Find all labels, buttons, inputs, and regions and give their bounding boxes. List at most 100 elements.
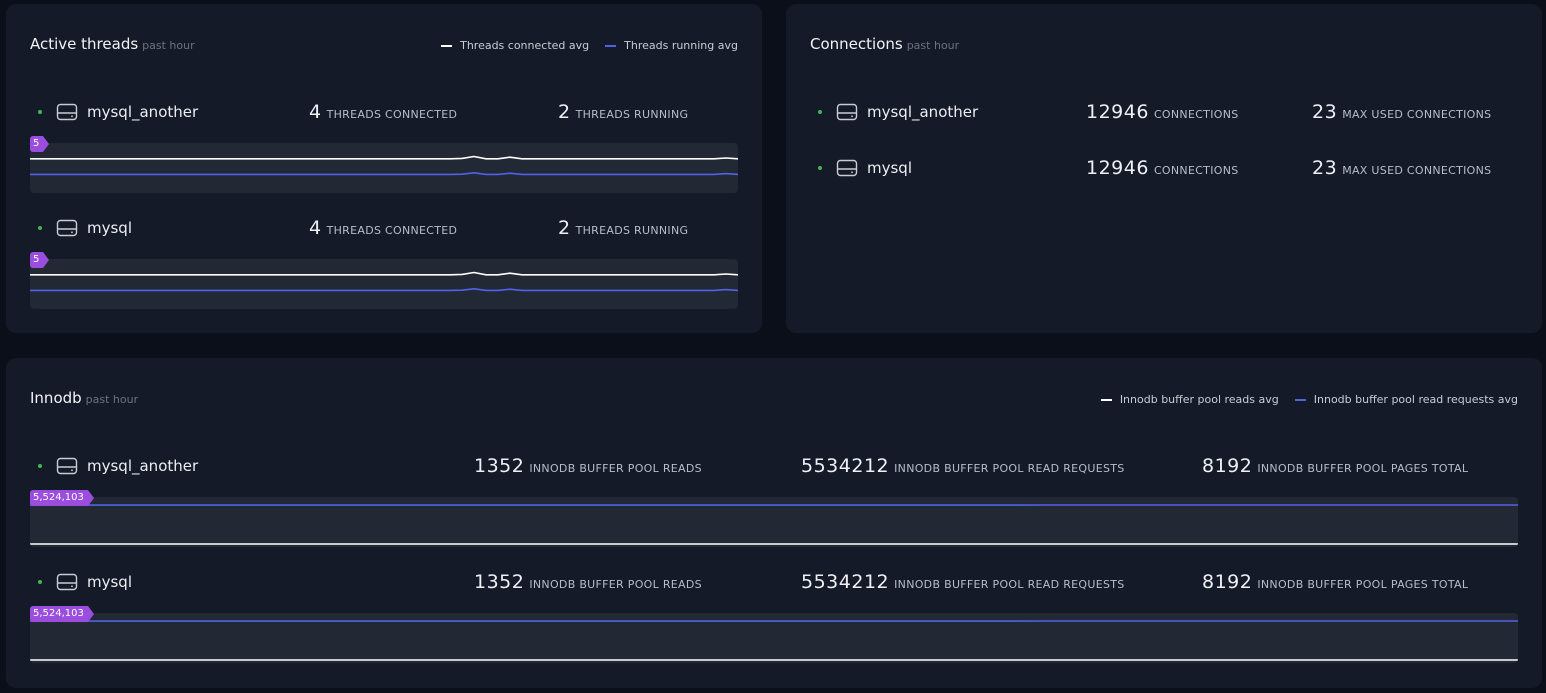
instance-name[interactable]: mysql — [87, 219, 132, 237]
metric-label: MAX USED CONNECTIONS — [1342, 164, 1492, 177]
metric-value: 8192 — [1202, 571, 1253, 593]
status-dot-icon — [38, 226, 42, 230]
max-value-badge: 5,524,103 — [30, 490, 94, 506]
legend-label: Innodb buffer pool read requests avg — [1313, 393, 1518, 406]
status-dot-icon — [818, 110, 822, 114]
sparkline-svg — [30, 155, 738, 176]
metric-value: 12946 — [1086, 157, 1149, 179]
innodb-card: Innodb past hour Innodb buffer pool reads… — [6, 358, 1542, 688]
status-dot-icon — [38, 110, 42, 114]
threads-sparkline[interactable] — [30, 259, 738, 309]
legend-swatch-white — [441, 44, 453, 47]
buffer-pool-read-requests-metric: 5534212 INNODB BUFFER POOL READ REQUESTS — [801, 571, 1125, 593]
instance-row-mysql-another[interactable]: mysql_another — [30, 454, 198, 478]
metric-label: THREADS CONNECTED — [326, 108, 458, 121]
sparkline-series-series-running — [30, 288, 738, 292]
instance-row-mysql[interactable]: mysql — [30, 570, 132, 594]
connections-title: Connections past hour — [810, 35, 959, 53]
sparkline-series-series-connected — [30, 155, 738, 160]
metric-label: THREADS CONNECTED — [326, 224, 458, 237]
connections-metric: 12946 CONNECTIONS — [1086, 157, 1239, 179]
sparkline-series-series-connected — [30, 271, 738, 276]
metric-value: 4 — [309, 101, 322, 123]
metric-value: 12946 — [1086, 101, 1149, 123]
innodb-sparkline[interactable] — [30, 613, 1518, 663]
card-title-text: Active threads — [30, 35, 139, 53]
connections-card: Connections past hour mysql_another 12946… — [786, 4, 1542, 333]
card-subtitle: past hour — [906, 39, 960, 52]
metric-label: THREADS RUNNING — [575, 224, 689, 237]
innodb-sparkline[interactable] — [30, 497, 1518, 547]
metric-value: 5534212 — [801, 455, 890, 477]
metric-value: 4 — [309, 217, 322, 239]
metric-label: INNODB BUFFER POOL PAGES TOTAL — [1257, 578, 1469, 591]
sparkline-svg — [30, 504, 1518, 545]
metric-value: 23 — [1312, 157, 1338, 179]
active-threads-card: Active threads past hour Threads connecte… — [6, 4, 762, 333]
innodb-legend: Innodb buffer pool reads avg Innodb buff… — [1100, 393, 1518, 406]
max-used-connections-metric: 23 MAX USED CONNECTIONS — [1312, 101, 1491, 123]
active-threads-legend: Threads connected avg Threads running av… — [441, 39, 738, 52]
status-dot-icon — [38, 580, 42, 584]
instance-name[interactable]: mysql — [867, 159, 912, 177]
sparkline-svg — [30, 271, 738, 292]
connections-metric: 12946 CONNECTIONS — [1086, 101, 1239, 123]
database-server-icon — [56, 219, 78, 237]
legend-label: Threads connected avg — [460, 39, 590, 52]
metric-label: CONNECTIONS — [1153, 108, 1239, 121]
sparkline-series-series-running — [30, 172, 738, 176]
buffer-pool-reads-metric: 1352 INNODB BUFFER POOL READS — [474, 455, 702, 477]
database-server-icon — [836, 103, 858, 121]
instance-name[interactable]: mysql — [87, 573, 132, 591]
legend-item-connected[interactable]: Threads connected avg — [441, 39, 589, 52]
legend-swatch-white — [1100, 398, 1112, 401]
database-server-icon — [56, 573, 78, 591]
instance-name[interactable]: mysql_another — [87, 103, 199, 121]
metric-value: 8192 — [1202, 455, 1253, 477]
legend-item-reads[interactable]: Innodb buffer pool reads avg — [1100, 393, 1279, 406]
legend-swatch-blue — [605, 44, 617, 47]
metric-value: 2 — [558, 101, 571, 123]
card-subtitle: past hour — [85, 393, 139, 406]
max-value-badge: 5 — [30, 136, 50, 152]
metric-label: MAX USED CONNECTIONS — [1342, 108, 1492, 121]
database-server-icon — [836, 159, 858, 177]
legend-item-running[interactable]: Threads running avg — [605, 39, 738, 52]
metric-value: 1352 — [474, 455, 525, 477]
metric-value: 23 — [1312, 101, 1338, 123]
threads-running-metric: 2 THREADS RUNNING — [558, 101, 688, 123]
metric-label: INNODB BUFFER POOL READ REQUESTS — [894, 462, 1125, 475]
instance-name[interactable]: mysql_another — [87, 457, 199, 475]
database-server-icon — [56, 103, 78, 121]
metric-value: 1352 — [474, 571, 525, 593]
max-used-connections-metric: 23 MAX USED CONNECTIONS — [1312, 157, 1491, 179]
instance-row-mysql-another[interactable]: mysql_another — [30, 100, 198, 124]
buffer-pool-reads-metric: 1352 INNODB BUFFER POOL READS — [474, 571, 702, 593]
card-title-text: Connections — [810, 35, 903, 53]
legend-item-read-requests[interactable]: Innodb buffer pool read requests avg — [1294, 393, 1518, 406]
threads-connected-metric: 4 THREADS CONNECTED — [309, 101, 457, 123]
active-threads-title: Active threads past hour — [30, 35, 195, 53]
instance-name[interactable]: mysql_another — [867, 103, 979, 121]
metric-value: 5534212 — [801, 571, 890, 593]
buffer-pool-pages-total-metric: 8192 INNODB BUFFER POOL PAGES TOTAL — [1202, 571, 1468, 593]
legend-swatch-blue — [1294, 398, 1306, 401]
legend-label: Threads running avg — [624, 39, 738, 52]
buffer-pool-pages-total-metric: 8192 INNODB BUFFER POOL PAGES TOTAL — [1202, 455, 1468, 477]
metric-label: INNODB BUFFER POOL READ REQUESTS — [894, 578, 1125, 591]
threads-sparkline[interactable] — [30, 143, 738, 193]
instance-row-mysql[interactable]: mysql — [30, 216, 132, 240]
status-dot-icon — [38, 464, 42, 468]
database-server-icon — [56, 457, 78, 475]
max-value-badge: 5,524,103 — [30, 606, 94, 622]
buffer-pool-read-requests-metric: 5534212 INNODB BUFFER POOL READ REQUESTS — [801, 455, 1125, 477]
metric-label: INNODB BUFFER POOL PAGES TOTAL — [1257, 462, 1469, 475]
sparkline-svg — [30, 620, 1518, 661]
metric-value: 2 — [558, 217, 571, 239]
instance-row-mysql[interactable]: mysql — [810, 156, 912, 180]
instance-row-mysql-another[interactable]: mysql_another — [810, 100, 978, 124]
card-subtitle: past hour — [142, 39, 195, 52]
max-value-badge: 5 — [30, 252, 50, 268]
metric-label: CONNECTIONS — [1153, 164, 1239, 177]
metric-label: THREADS RUNNING — [575, 108, 689, 121]
